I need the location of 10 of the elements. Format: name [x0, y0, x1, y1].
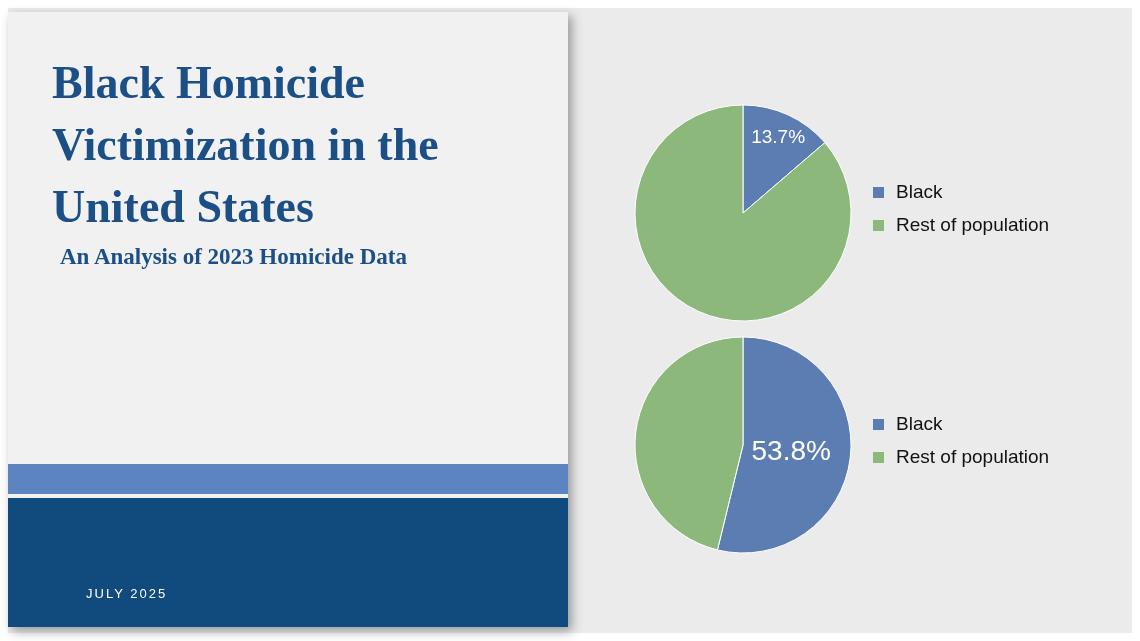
legend-label: Rest of population — [896, 214, 1050, 235]
text: An Analysis of 2023 Homicide Data — [60, 244, 407, 270]
text: Black Homicide Victimization in the United States — [52, 56, 440, 234]
pie-slice — [634, 104, 852, 322]
legend-label: Black — [896, 413, 943, 434]
legend-label: Black — [896, 181, 943, 202]
legend-label: Rest of population — [896, 446, 1050, 467]
data-label: 13.7% — [751, 125, 806, 147]
data-label: 53.8% — [751, 435, 831, 467]
text: JULY 2025 — [86, 586, 168, 601]
